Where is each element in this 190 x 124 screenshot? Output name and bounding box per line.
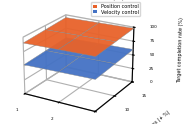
- Y-axis label: Target Thickness (+ %): Target Thickness (+ %): [124, 110, 171, 124]
- Legend: Position control, Velocity control: Position control, Velocity control: [91, 2, 140, 16]
